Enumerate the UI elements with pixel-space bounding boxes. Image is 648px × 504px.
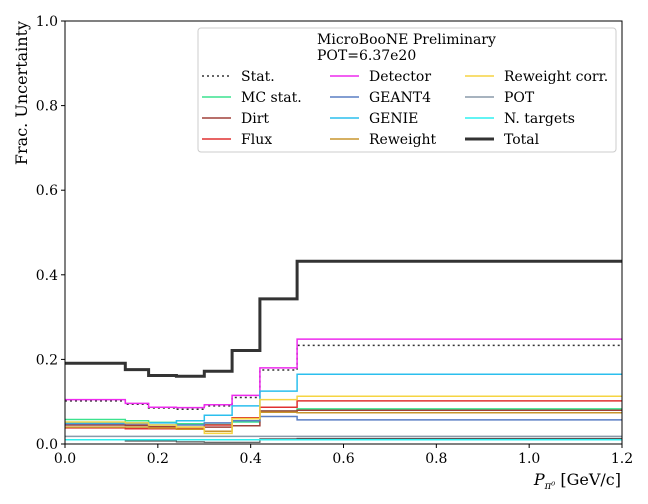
legend-entries: Stat. MC stat. Dirt Flux Detector GEANT4 GENIE… — [202, 69, 608, 148]
legend-item-total: Total — [465, 132, 540, 148]
legend: MicroBooNE Preliminary POT=6.37e20 Stat.… — [197, 27, 617, 153]
y-axis-title: Frac. Uncertainty — [12, 21, 31, 165]
series-line-flux — [65, 400, 622, 430]
x-tick-label: 1.2 — [611, 451, 633, 467]
legend-item-flux: Flux — [202, 132, 272, 148]
x-tick-label: 0.2 — [147, 451, 169, 467]
legend-item-reweight-corr: Reweight corr. — [465, 69, 608, 85]
x-tick-label: 0.0 — [54, 451, 76, 467]
legend-title-line-1: MicroBooNE Preliminary — [317, 32, 496, 48]
legend-label: GEANT4 — [369, 90, 431, 106]
series-layer — [65, 259, 622, 443]
legend-box — [197, 27, 617, 153]
x-axis-title: Pπ⁰ [GeV/c] — [533, 470, 621, 492]
legend-label: Stat. — [241, 69, 275, 85]
legend-label: Dirt — [241, 111, 269, 127]
legend-item-geant4: GEANT4 — [330, 90, 431, 106]
legend-item-reweight: Reweight — [330, 132, 437, 148]
y-tick-label: 0.2 — [36, 352, 58, 368]
legend-label: Reweight — [369, 132, 437, 148]
legend-item-n-targets: N. targets — [465, 111, 575, 127]
y-tick-label: 0.8 — [36, 99, 58, 115]
x-tick-label: 0.8 — [425, 451, 447, 467]
legend-label: MC stat. — [241, 90, 302, 106]
legend-label: Detector — [369, 69, 431, 85]
y-tick-label: 0.0 — [36, 437, 58, 453]
legend-label: GENIE — [369, 111, 418, 127]
legend-item-pot: POT — [465, 90, 535, 106]
series-line-reweight-corr — [65, 395, 622, 435]
legend-label: POT — [504, 90, 535, 106]
legend-item-genie: GENIE — [330, 111, 418, 127]
legend-label: N. targets — [504, 111, 575, 127]
y-tick-label: 0.6 — [36, 183, 58, 199]
legend-title-line-2: POT=6.37e20 — [317, 48, 416, 64]
legend-item-dirt: Dirt — [202, 111, 269, 127]
series-line-stat — [65, 344, 622, 411]
ticks-layer: 0.0 0.2 0.4 0.6 0.8 1.0 1.2 0.0 0.2 0.4 0.6 0.8 1.0 — [36, 14, 633, 467]
series-line-genie — [65, 373, 622, 424]
x-tick-label: 0.6 — [332, 451, 354, 467]
legend-label: Reweight corr. — [504, 69, 608, 85]
series-line-detector — [65, 338, 622, 409]
x-tick-label: 1.0 — [518, 451, 540, 467]
legend-label: Flux — [241, 132, 272, 148]
legend-item-mc-stat: MC stat. — [202, 90, 302, 106]
legend-item-detector: Detector — [330, 69, 431, 85]
y-tick-label: 0.4 — [36, 268, 58, 284]
legend-label: Total — [504, 132, 540, 148]
series-line-total — [65, 259, 622, 378]
y-tick-label: 1.0 — [36, 14, 58, 30]
legend-item-stat: Stat. — [202, 69, 275, 85]
series-line-extra-0 — [65, 437, 622, 443]
x-tick-label: 0.4 — [240, 451, 262, 467]
